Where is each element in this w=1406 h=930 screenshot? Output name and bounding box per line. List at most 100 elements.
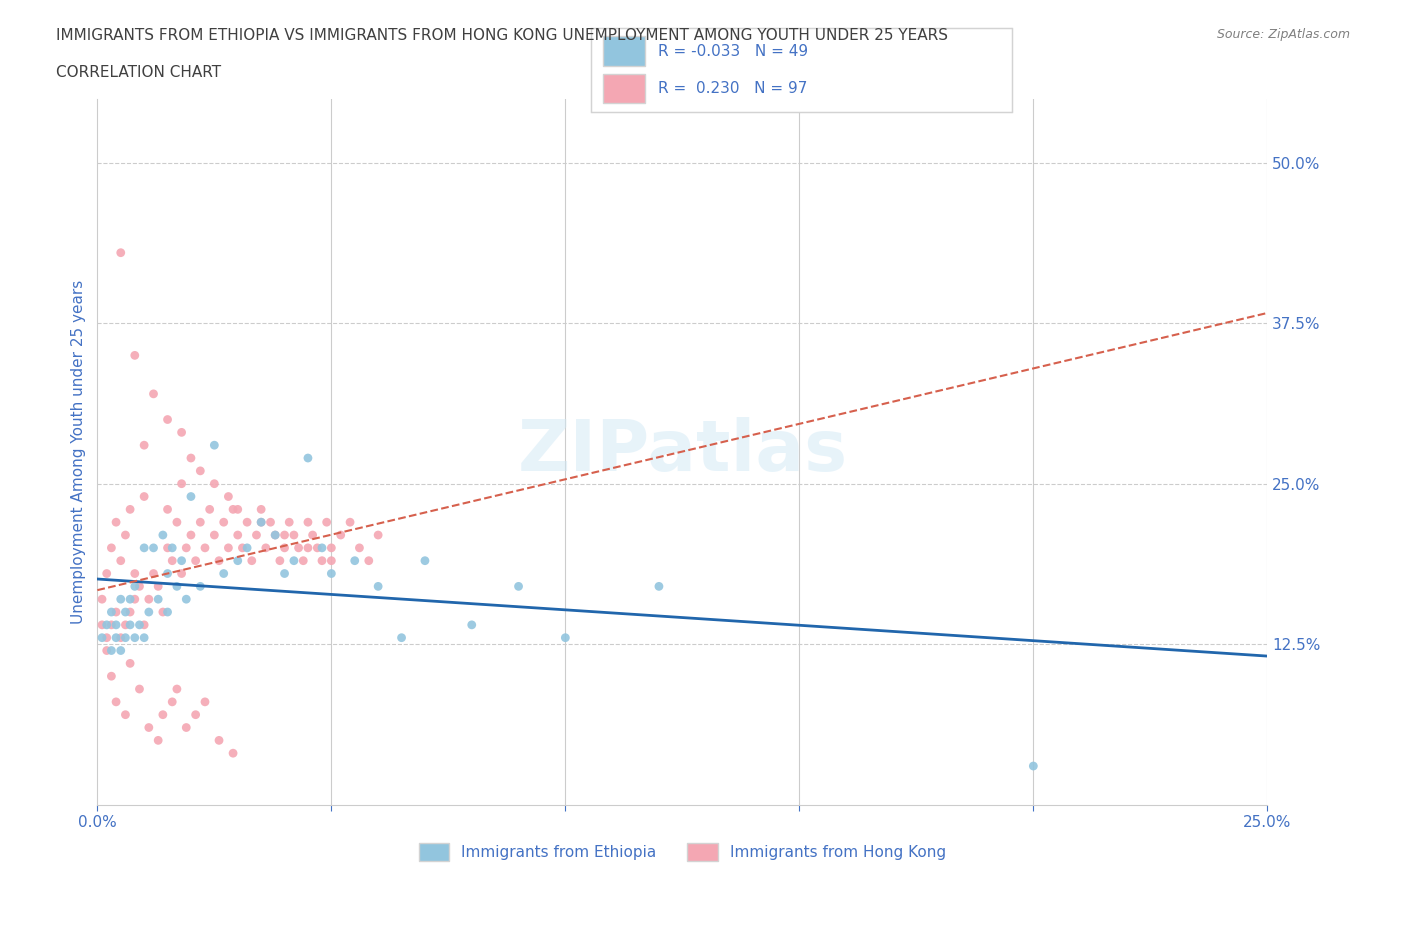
Point [292, 553, 315, 568]
Point [124, 348, 146, 363]
Point [114, 618, 136, 632]
Point [152, 604, 174, 619]
Point [138, 720, 160, 735]
Point [194, 695, 217, 710]
Legend: Immigrants from Ethiopia, Immigrants from Hong Kong: Immigrants from Ethiopia, Immigrants fro… [412, 837, 952, 868]
Point [321, 540, 343, 555]
Point [174, 720, 197, 735]
Point [254, 540, 277, 555]
Point [508, 578, 530, 593]
Point [367, 578, 389, 593]
Point [134, 489, 156, 504]
Point [413, 553, 436, 568]
Point [152, 707, 174, 722]
Point [120, 656, 142, 671]
Point [236, 515, 259, 530]
Point [283, 527, 305, 542]
Point [321, 566, 343, 581]
Point [120, 618, 142, 632]
FancyBboxPatch shape [603, 74, 645, 103]
Point [180, 489, 202, 504]
Point [329, 527, 352, 542]
Point [91, 591, 114, 606]
Point [110, 553, 132, 568]
Point [156, 604, 179, 619]
Point [100, 540, 122, 555]
Point [198, 502, 221, 517]
Point [170, 566, 193, 581]
Point [170, 425, 193, 440]
Point [297, 451, 319, 466]
Point [648, 578, 671, 593]
Point [110, 643, 132, 658]
Point [226, 502, 249, 517]
Point [96, 618, 118, 632]
Point [148, 591, 170, 606]
Point [134, 618, 156, 632]
Point [134, 540, 156, 555]
Point [217, 540, 239, 555]
Point [156, 566, 179, 581]
Point [250, 515, 273, 530]
Point [217, 489, 239, 504]
Point [250, 515, 273, 530]
Point [124, 566, 146, 581]
Point [91, 631, 114, 645]
Point [166, 515, 188, 530]
Point [142, 566, 165, 581]
Point [264, 527, 287, 542]
Point [283, 553, 305, 568]
Point [128, 682, 150, 697]
Point [138, 591, 160, 606]
Point [339, 515, 361, 530]
Text: R = -0.033   N = 49: R = -0.033 N = 49 [658, 44, 808, 59]
Point [273, 527, 295, 542]
Point [222, 502, 245, 517]
Point [100, 669, 122, 684]
Point [124, 591, 146, 606]
Point [142, 387, 165, 402]
Point [105, 618, 128, 632]
Point [212, 566, 235, 581]
Point [226, 527, 249, 542]
Point [114, 631, 136, 645]
Point [357, 553, 380, 568]
Point [100, 604, 122, 619]
Point [96, 631, 118, 645]
Text: R =  0.230   N = 97: R = 0.230 N = 97 [658, 81, 807, 96]
Point [259, 515, 281, 530]
Point [120, 591, 142, 606]
Point [124, 631, 146, 645]
Point [184, 553, 207, 568]
Point [105, 695, 128, 710]
Point [110, 631, 132, 645]
Text: ZIPatlas: ZIPatlas [517, 418, 848, 486]
Point [554, 631, 576, 645]
Point [124, 578, 146, 593]
Point [297, 515, 319, 530]
Point [188, 578, 211, 593]
Point [222, 746, 245, 761]
Point [180, 451, 202, 466]
Point [156, 540, 179, 555]
Point [343, 553, 366, 568]
Point [156, 502, 179, 517]
Point [212, 515, 235, 530]
Point [208, 733, 231, 748]
Point [170, 476, 193, 491]
Point [301, 527, 323, 542]
Point [170, 553, 193, 568]
Point [188, 463, 211, 478]
Point [100, 643, 122, 658]
Point [174, 540, 197, 555]
Point [250, 502, 273, 517]
Point [160, 553, 183, 568]
Point [120, 604, 142, 619]
Point [114, 707, 136, 722]
Point [174, 591, 197, 606]
Point [166, 578, 188, 593]
Point [273, 566, 295, 581]
Point [367, 527, 389, 542]
Point [160, 540, 183, 555]
Point [202, 438, 225, 453]
